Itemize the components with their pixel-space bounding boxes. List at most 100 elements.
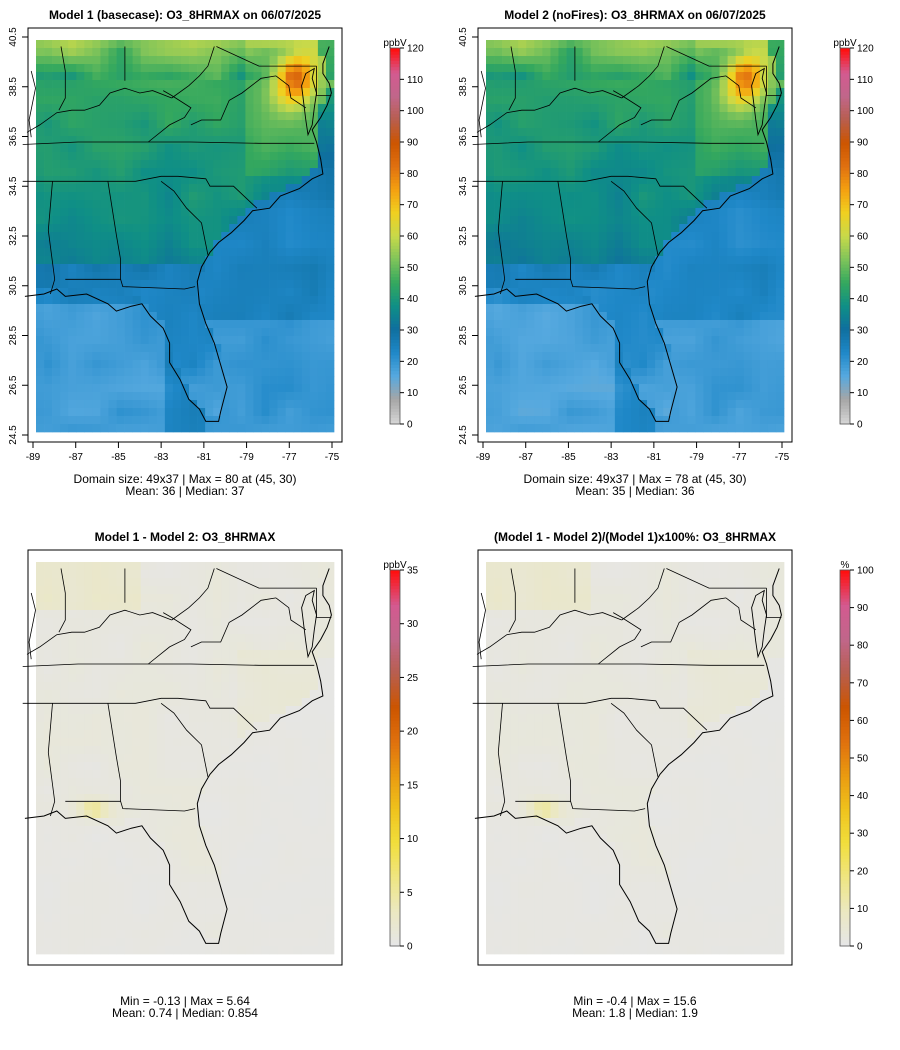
heatmap-cell bbox=[205, 344, 213, 352]
heatmap-cell bbox=[278, 698, 286, 706]
heatmap-cell bbox=[687, 144, 695, 152]
heatmap-cell bbox=[591, 416, 599, 424]
heatmap-cell bbox=[510, 352, 518, 360]
heatmap-cell bbox=[583, 144, 591, 152]
heatmap-cell bbox=[44, 40, 52, 48]
heatmap-cell bbox=[125, 184, 133, 192]
colorbar-swatch bbox=[840, 352, 850, 356]
colorbar-swatch bbox=[390, 267, 400, 271]
heatmap-cell bbox=[760, 384, 768, 392]
heatmap-cell bbox=[197, 104, 205, 112]
heatmap-cell bbox=[278, 112, 286, 120]
heatmap-cell bbox=[326, 312, 334, 320]
heatmap-cell bbox=[173, 64, 181, 72]
heatmap-cell bbox=[221, 698, 229, 706]
heatmap-cell bbox=[68, 658, 76, 666]
heatmap-cell bbox=[237, 304, 245, 312]
heatmap-cell bbox=[744, 64, 752, 72]
heatmap-cell bbox=[44, 344, 52, 352]
heatmap-cell bbox=[703, 192, 711, 200]
heatmap-cell bbox=[205, 72, 213, 80]
heatmap-cell bbox=[157, 48, 165, 56]
heatmap-cell bbox=[623, 304, 631, 312]
heatmap-cell bbox=[558, 216, 566, 224]
heatmap-cell bbox=[76, 594, 84, 602]
heatmap-cell bbox=[52, 762, 60, 770]
heatmap-cell bbox=[68, 360, 76, 368]
heatmap-cell bbox=[302, 216, 310, 224]
heatmap-cell bbox=[486, 384, 494, 392]
colorbar-swatch bbox=[390, 98, 400, 102]
heatmap-cell bbox=[44, 208, 52, 216]
heatmap-cell bbox=[728, 176, 736, 184]
heatmap-cell bbox=[157, 256, 165, 264]
heatmap-cell bbox=[318, 272, 326, 280]
heatmap-cell bbox=[125, 424, 133, 432]
heatmap-cell bbox=[157, 408, 165, 416]
heatmap-cell bbox=[92, 408, 100, 416]
heatmap-cell bbox=[768, 136, 776, 144]
heatmap-cell bbox=[776, 264, 784, 272]
heatmap-cell bbox=[663, 144, 671, 152]
heatmap-cell bbox=[607, 232, 615, 240]
heatmap-cell bbox=[149, 666, 157, 674]
heatmap-cell bbox=[52, 400, 60, 408]
colorbar-swatch bbox=[840, 223, 850, 227]
heatmap-cell bbox=[68, 578, 76, 586]
heatmap-cell bbox=[68, 738, 76, 746]
heatmap-cell bbox=[84, 384, 92, 392]
heatmap-cell bbox=[197, 224, 205, 232]
heatmap-cell bbox=[518, 232, 526, 240]
heatmap-cell bbox=[326, 408, 334, 416]
heatmap-cell bbox=[133, 754, 141, 762]
heatmap-cell bbox=[270, 682, 278, 690]
heatmap-cell bbox=[237, 48, 245, 56]
heatmap-cell bbox=[197, 280, 205, 288]
heatmap-cell bbox=[60, 200, 68, 208]
heatmap-cell bbox=[117, 714, 125, 722]
heatmap-cell bbox=[157, 280, 165, 288]
heatmap-cell bbox=[607, 120, 615, 128]
heatmap-cell bbox=[229, 408, 237, 416]
heatmap-cell bbox=[149, 746, 157, 754]
heatmap-cell bbox=[486, 136, 494, 144]
colorbar-swatch bbox=[840, 333, 850, 337]
heatmap-cell bbox=[631, 144, 639, 152]
heatmap-cell bbox=[542, 304, 550, 312]
heatmap-cell bbox=[213, 690, 221, 698]
heatmap-cell bbox=[671, 384, 679, 392]
heatmap-cell bbox=[149, 40, 157, 48]
heatmap-cell bbox=[270, 240, 278, 248]
heatmap-cell bbox=[84, 200, 92, 208]
heatmap-cell bbox=[189, 232, 197, 240]
heatmap-cell bbox=[703, 40, 711, 48]
colorbar-swatch bbox=[840, 133, 850, 137]
heatmap-cell bbox=[655, 368, 663, 376]
heatmap-cell bbox=[262, 698, 270, 706]
heatmap-cell bbox=[728, 320, 736, 328]
heatmap-cell bbox=[776, 56, 784, 64]
heatmap-cell bbox=[165, 408, 173, 416]
x-tick-label: -77 bbox=[282, 452, 297, 463]
heatmap-cell bbox=[518, 72, 526, 80]
heatmap-cell bbox=[647, 240, 655, 248]
heatmap-cell bbox=[141, 570, 149, 578]
heatmap-cell bbox=[189, 272, 197, 280]
heatmap-cell bbox=[736, 72, 744, 80]
heatmap-cell bbox=[84, 152, 92, 160]
heatmap-cell bbox=[133, 80, 141, 88]
heatmap-cell bbox=[712, 152, 720, 160]
heatmap-cell bbox=[60, 424, 68, 432]
heatmap-cell bbox=[486, 40, 494, 48]
heatmap-cell bbox=[36, 376, 44, 384]
heatmap-cell bbox=[494, 40, 502, 48]
colorbar-swatch bbox=[390, 117, 400, 121]
heatmap-cell bbox=[68, 224, 76, 232]
heatmap-cell bbox=[494, 264, 502, 272]
heatmap-cell bbox=[647, 248, 655, 256]
heatmap-cell bbox=[550, 296, 558, 304]
heatmap-cell bbox=[655, 96, 663, 104]
heatmap-cell bbox=[36, 674, 44, 682]
heatmap-cell bbox=[575, 256, 583, 264]
heatmap-cell bbox=[205, 658, 213, 666]
